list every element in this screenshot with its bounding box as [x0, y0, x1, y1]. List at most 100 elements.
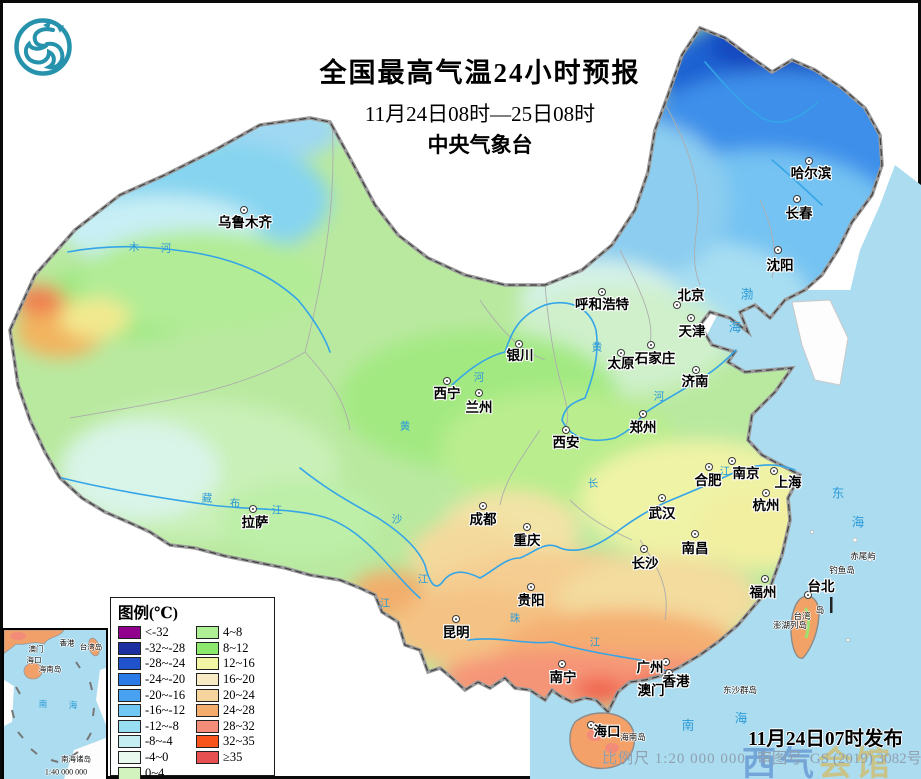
city-label: 石家庄 — [634, 351, 676, 366]
island-name-label: 海南岛 — [620, 732, 646, 742]
issue-time: 11月24日07时发布 — [748, 729, 903, 750]
inset-philippines — [96, 668, 106, 725]
city-label: 拉萨 — [241, 515, 269, 530]
island-name-label: 钓鱼岛 — [829, 565, 855, 575]
river-name-label: 河 — [653, 391, 665, 403]
legend-item: -20~-16 — [118, 687, 196, 703]
city-marker — [728, 457, 736, 465]
legend-label: -20~-16 — [145, 687, 186, 702]
sea-name-label: 南 — [681, 718, 695, 733]
legend-label: ≥35 — [223, 750, 243, 765]
inset-label: 台湾岛 — [79, 642, 103, 652]
inset-dash-line — [11, 661, 95, 763]
city-marker — [527, 583, 535, 591]
city-marker — [598, 288, 606, 296]
city-label: 沈阳 — [766, 258, 794, 273]
city-label: 北京 — [677, 288, 705, 303]
river-name-label: 江 — [271, 505, 283, 517]
legend-swatch — [118, 751, 141, 765]
watermark-part1: 西气 — [742, 746, 818, 779]
pearl-river — [467, 638, 669, 673]
legend-swatch — [118, 688, 141, 702]
city-marker — [249, 505, 257, 513]
river-name-label: 藏 — [201, 493, 213, 505]
city-label: 南宁 — [549, 670, 577, 685]
city-marker — [617, 349, 625, 357]
city-marker — [804, 591, 812, 599]
legend-swatch — [196, 626, 219, 640]
city-marker — [770, 467, 778, 475]
city-label: 澳门 — [637, 683, 665, 698]
legend-item: ≥35 — [196, 750, 255, 766]
legend-label: 16~20 — [223, 672, 255, 687]
island-name-label: 岛 — [815, 605, 825, 615]
legend-swatch — [118, 657, 141, 671]
city-marker — [479, 502, 487, 510]
legend-swatch — [196, 673, 219, 687]
city-label: 济南 — [681, 374, 709, 389]
site-watermark: 西气会馆 — [742, 736, 894, 779]
island-name-label: 台湾 — [793, 611, 811, 621]
inset-label: 1:40 000 000 — [44, 767, 88, 777]
legend-label: 12~16 — [223, 656, 255, 671]
inset-label: 澳门 — [28, 644, 44, 654]
city-marker — [691, 530, 699, 538]
city-label: 西宁 — [433, 386, 461, 401]
city-label: 合肥 — [694, 473, 722, 488]
city-label: 贵阳 — [517, 593, 545, 608]
legend-label: -24~-20 — [145, 672, 186, 687]
legend-item: -12~-8 — [118, 719, 196, 735]
legend-label: <-32 — [145, 625, 169, 640]
city-label: 银川 — [506, 348, 534, 363]
legend-swatch — [118, 735, 141, 749]
ussuri-river — [771, 159, 823, 206]
city-label: 乌鲁木齐 — [218, 215, 272, 230]
city-marker — [475, 389, 483, 397]
legend-swatch — [118, 766, 141, 779]
watermark-part2: 会馆 — [818, 746, 894, 779]
legend-label: 28~32 — [223, 718, 255, 733]
city-marker — [647, 341, 655, 349]
city-marker — [639, 410, 647, 418]
city-marker — [761, 575, 769, 583]
legend-swatch — [196, 719, 219, 733]
city-marker — [240, 206, 248, 214]
city-label: 西安 — [552, 435, 580, 450]
legend-swatch — [118, 673, 141, 687]
yellow-river — [451, 301, 737, 442]
city-label: 成都 — [469, 512, 497, 527]
legend-item: -16~-12 — [118, 703, 196, 719]
city-marker — [587, 721, 595, 729]
city-label: 哈尔滨 — [790, 166, 832, 181]
legend-label: -8~-4 — [145, 734, 173, 749]
taiwan-mountains — [803, 606, 810, 639]
city-label: 太原 — [607, 356, 635, 371]
river-name-label: 木 — [128, 242, 140, 254]
sea-name-label: 渤 — [740, 287, 754, 302]
city-label: 呼和浩特 — [575, 297, 629, 312]
legend-item: 32~35 — [196, 734, 255, 750]
city-marker — [705, 463, 713, 471]
river-name-label: 布 — [229, 498, 241, 510]
inset-label: 海 — [68, 700, 78, 710]
korea-peninsula — [791, 299, 849, 386]
inset-label: 南海诸岛 — [61, 754, 91, 764]
city-marker — [692, 366, 700, 374]
river-name-label: 江 — [417, 574, 429, 586]
legend-swatch — [196, 641, 219, 655]
sea-name-label: 海 — [734, 711, 748, 726]
inset-map — [4, 630, 106, 779]
city-label: 台北 — [807, 579, 835, 594]
city-marker — [562, 426, 570, 434]
city-label: 广州 — [636, 660, 664, 675]
legend-swatch — [118, 719, 141, 733]
city-marker — [523, 523, 531, 531]
legend-swatch — [196, 688, 219, 702]
sea-name-label: 海 — [851, 515, 865, 530]
legend-item: 8~12 — [196, 641, 255, 657]
island-name-label: 澎湖列岛 — [772, 620, 808, 630]
legend-item: -24~-20 — [118, 672, 196, 688]
city-marker — [687, 314, 695, 322]
